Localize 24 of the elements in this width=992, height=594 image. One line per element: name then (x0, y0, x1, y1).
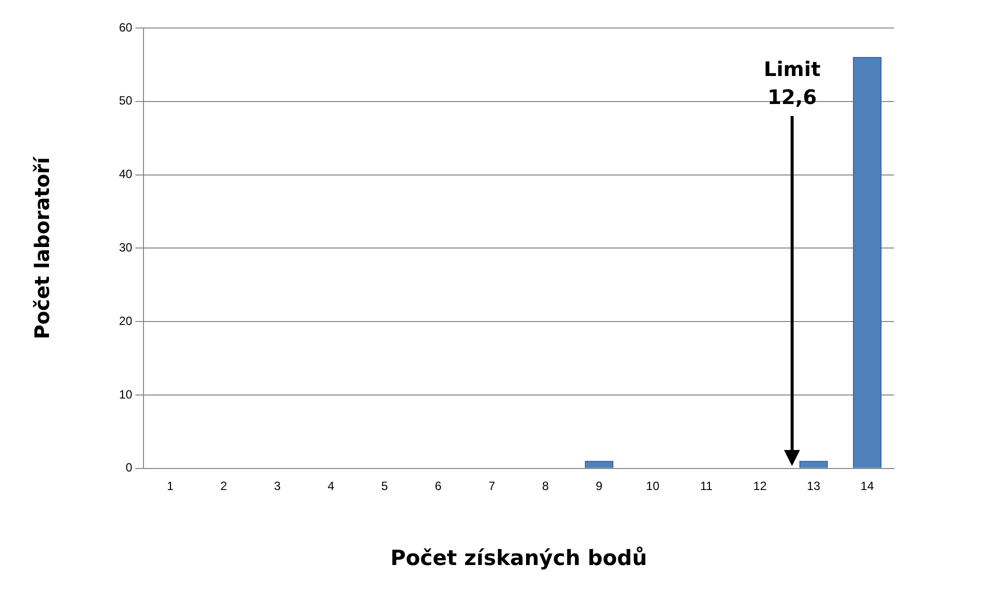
x-tick-label: 11 (700, 478, 713, 493)
x-tick-label: 13 (806, 478, 821, 493)
x-tick-label: 5 (381, 478, 388, 493)
x-tick-label: 12 (753, 478, 767, 493)
y-tick-label: 30 (118, 240, 133, 255)
y-tick-label: 50 (118, 94, 133, 108)
y-tick-label: 40 (118, 167, 133, 182)
y-tick-label: 0 (126, 460, 133, 475)
x-tick-label: 7 (488, 478, 496, 493)
y-axis-title: Počet laboratoří (30, 156, 54, 340)
y-tick-label: 60 (118, 20, 133, 34)
x-tick-label: 2 (220, 478, 228, 493)
x-tick-label: 6 (434, 478, 442, 493)
y-tick-label: 20 (118, 314, 133, 328)
x-tick-label: 9 (596, 478, 603, 493)
x-tick-label: 8 (542, 478, 550, 493)
x-tick-label: 10 (646, 478, 660, 493)
x-tick-label: 14 (860, 478, 874, 493)
ref-line-label: Limit 12,6 (764, 57, 821, 109)
x-axis-title: Počet získaných bodů (390, 546, 648, 570)
x-tick-label: 3 (274, 478, 282, 493)
x-tick-label: 4 (328, 478, 335, 493)
y-tick-label: 10 (118, 387, 133, 402)
x-tick-label: 1 (166, 478, 174, 493)
